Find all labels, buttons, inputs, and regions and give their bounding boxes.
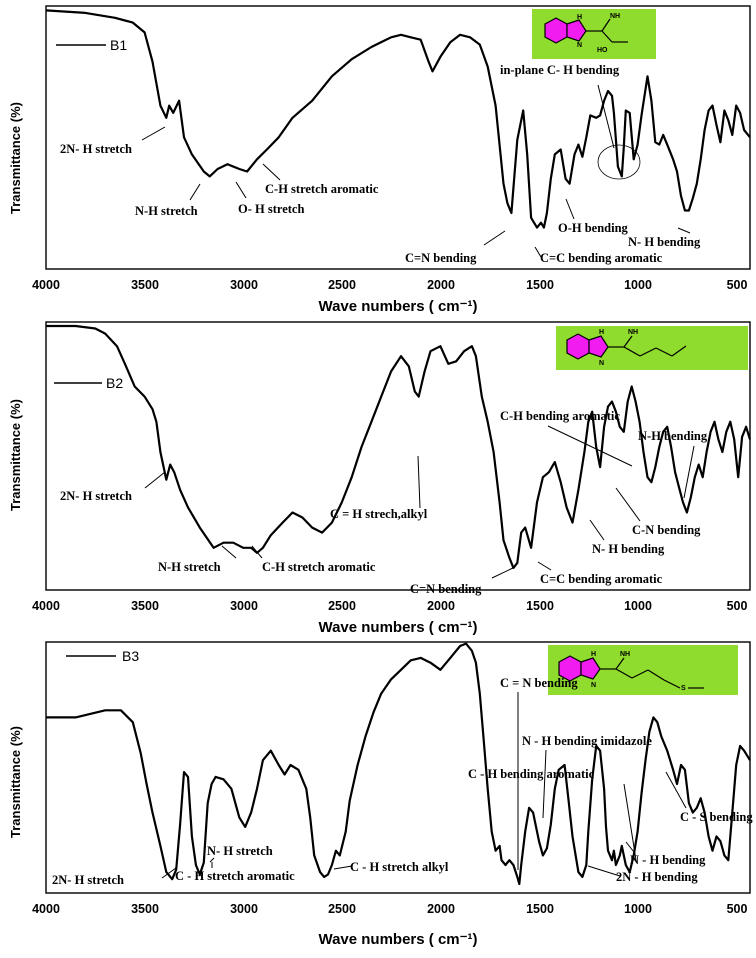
ann-b2-9: N- H bending — [592, 542, 665, 556]
annotations-b3: 2N- H stretch C - H stretch aromatic N- … — [52, 676, 753, 887]
y-axis-label-b1: Transmittance (%) — [8, 102, 23, 214]
panel-b1: B1 Transmittance (%) Wave numbers ( cm⁻¹… — [8, 5, 751, 315]
x-ticks-b1: 4000 3500 3000 2500 2000 1500 1000 500 — [32, 278, 747, 292]
x-ticks-b3: 4000 3500 3000 2500 2000 1500 1000 500 — [32, 902, 747, 916]
svg-text:NH: NH — [628, 329, 638, 336]
ann-b3-5: N - H bending imidazole — [522, 734, 652, 748]
legend-label-b3: B3 — [122, 648, 139, 664]
x-axis-label-b3: Wave numbers ( cm⁻¹) — [318, 931, 477, 948]
x-tick-2000: 2000 — [427, 599, 455, 613]
x-tick-3500: 3500 — [131, 278, 159, 292]
ann-b3-4: C = N bending — [500, 676, 578, 690]
svg-text:S: S — [681, 685, 686, 692]
annotations-b1: 2N- H stretch N-H stretch O- H stretch C… — [60, 63, 701, 265]
ann-b3-7: C - S bending — [680, 810, 753, 824]
x-axis-label-b1: Wave numbers ( cm⁻¹) — [318, 298, 477, 315]
x-tick-2000: 2000 — [427, 278, 455, 292]
x-tick-1500: 1500 — [526, 278, 554, 292]
molecule-structure-b2: NH H N — [556, 326, 748, 370]
svg-text:H: H — [599, 329, 604, 336]
spectrum-line-b1 — [45, 9, 751, 229]
x-tick-1000: 1000 — [624, 278, 652, 292]
ann-b3-6: C - H bending aromatic — [468, 767, 595, 781]
ann-b2-6: C-H bending aromatic — [500, 409, 620, 423]
x-tick-3500: 3500 — [131, 902, 159, 916]
x-tick-3000: 3000 — [230, 599, 258, 613]
svg-text:N: N — [577, 42, 582, 49]
x-tick-3500: 3500 — [131, 599, 159, 613]
x-ticks-b2: 4000 3500 3000 2500 2000 1500 1000 500 — [32, 599, 747, 613]
ann-b3-9: 2N - H bending — [616, 870, 698, 884]
ann-b3-1: C - H stretch aromatic — [175, 869, 295, 883]
ann-b2-3: C = H strech,alkyl — [330, 507, 428, 521]
ann-b1-2: O- H stretch — [238, 202, 304, 216]
spectrum-line-b3 — [46, 642, 751, 886]
x-tick-1500: 1500 — [526, 599, 554, 613]
x-tick-1000: 1000 — [624, 599, 652, 613]
x-tick-4000: 4000 — [32, 278, 60, 292]
annotations-b2: 2N- H stretch N-H stretch C-H stretch ar… — [60, 409, 708, 596]
x-tick-1500: 1500 — [526, 902, 554, 916]
svg-text:N: N — [599, 360, 604, 367]
svg-text:HO: HO — [597, 47, 608, 54]
ann-b2-4: C=N bending — [410, 582, 482, 596]
x-axis-label-b2: Wave numbers ( cm⁻¹) — [318, 619, 477, 636]
ann-b2-0: 2N- H stretch — [60, 489, 132, 503]
plot-frame-b2 — [45, 321, 751, 591]
ann-b3-3: C - H stretch alkyl — [350, 860, 449, 874]
svg-text:H: H — [591, 651, 596, 658]
ann-b3-2: N- H stretch — [207, 844, 273, 858]
x-tick-2000: 2000 — [427, 902, 455, 916]
panel-b2: B2 Transmittance (%) Wave numbers ( cm⁻¹… — [8, 321, 752, 636]
ann-b1-5: C=C bending aromatic — [540, 251, 663, 265]
svg-text:N: N — [591, 682, 596, 689]
panel-b3: B3 Transmittance (%) Wave numbers ( cm⁻¹… — [8, 641, 753, 948]
molecule-structure-b3: NH S H N — [548, 645, 738, 695]
x-tick-1000: 1000 — [624, 902, 652, 916]
svg-text:H: H — [577, 14, 582, 21]
ann-b1-6: O-H bending — [558, 221, 629, 235]
svg-text:NH: NH — [610, 13, 620, 20]
ann-b2-7: N-H bending — [638, 429, 708, 443]
ann-b2-1: N-H stretch — [158, 560, 221, 574]
legend-label-b1: B1 — [110, 37, 127, 53]
x-tick-2500: 2500 — [328, 599, 356, 613]
ann-b1-7: N- H bending — [628, 235, 701, 249]
ann-b1-1: N-H stretch — [135, 204, 198, 218]
y-axis-label-b2: Transmittance (%) — [8, 399, 23, 511]
x-tick-500: 500 — [727, 902, 748, 916]
x-tick-2500: 2500 — [328, 278, 356, 292]
ann-b1-8: in-plane C- H bending — [500, 63, 620, 77]
ann-b2-5: C=C bending aromatic — [540, 572, 663, 586]
x-tick-4000: 4000 — [32, 599, 60, 613]
ann-b1-4: C=N bending — [405, 251, 477, 265]
x-tick-3000: 3000 — [230, 902, 258, 916]
x-tick-2500: 2500 — [328, 902, 356, 916]
highlight-circle-b1 — [597, 144, 641, 180]
y-axis-label-b3: Transmittance (%) — [8, 726, 23, 838]
x-tick-500: 500 — [727, 278, 748, 292]
ann-b3-0: 2N- H stretch — [52, 873, 124, 887]
plot-frame-b3 — [45, 641, 751, 894]
ann-b2-8: C-N bending — [632, 523, 701, 537]
legend-label-b2: B2 — [106, 375, 123, 391]
x-tick-3000: 3000 — [230, 278, 258, 292]
ann-b3-8: N - H bending — [630, 853, 706, 867]
ann-b1-3: C-H stretch aromatic — [265, 182, 379, 196]
x-tick-500: 500 — [727, 599, 748, 613]
molecule-structure-b1: NH HO H N — [532, 9, 656, 59]
x-tick-4000: 4000 — [32, 902, 60, 916]
ann-b2-2: C-H stretch aromatic — [262, 560, 376, 574]
ann-b1-0: 2N- H stretch — [60, 142, 132, 156]
svg-text:NH: NH — [620, 651, 630, 658]
plot-frame-b1 — [45, 5, 751, 270]
